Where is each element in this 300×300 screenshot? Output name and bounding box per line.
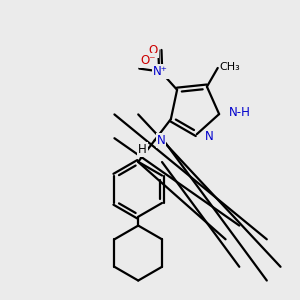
Text: N⁺: N⁺	[153, 65, 168, 78]
Text: O⁻: O⁻	[140, 54, 156, 67]
Text: O: O	[149, 44, 158, 58]
Text: CH₃: CH₃	[220, 62, 240, 72]
Text: N: N	[205, 130, 213, 142]
Text: N-H: N-H	[229, 106, 251, 118]
Text: H: H	[138, 143, 147, 156]
Text: N: N	[157, 134, 165, 147]
